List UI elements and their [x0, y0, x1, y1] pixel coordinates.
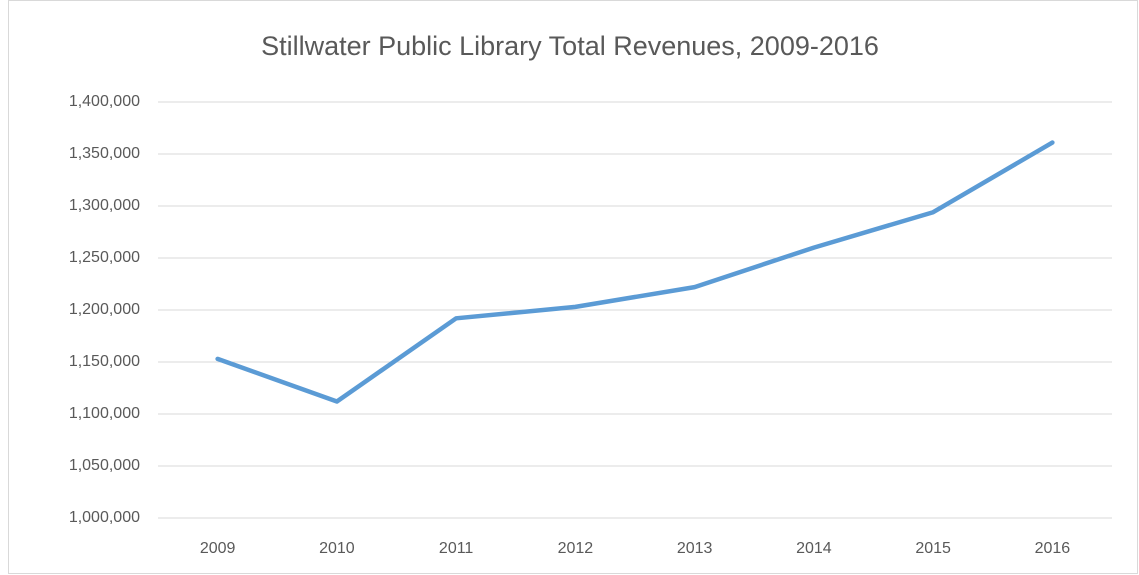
x-tick-label: 2009 [200, 540, 236, 557]
x-tick-label: 2015 [915, 540, 951, 557]
x-tick-label: 2016 [1035, 540, 1071, 557]
y-tick-label: 1,300,000 [69, 197, 140, 214]
x-tick-label: 2014 [796, 540, 832, 557]
line-series [215, 140, 1055, 404]
x-tick-label: 2013 [677, 540, 713, 557]
x-tick-label: 2012 [558, 540, 594, 557]
y-tick-label: 1,200,000 [69, 301, 140, 318]
y-tick-label: 1,050,000 [69, 457, 140, 474]
y-tick-label: 1,100,000 [69, 405, 140, 422]
x-tick-label: 2011 [439, 540, 474, 557]
y-tick-label: 1,000,000 [69, 509, 140, 526]
chart-title: Stillwater Public Library Total Revenues… [261, 31, 879, 61]
x-tick-label: 2010 [319, 540, 355, 557]
y-tick-label: 1,350,000 [69, 145, 140, 162]
y-tick-label: 1,150,000 [69, 353, 140, 370]
y-tick-label: 1,400,000 [69, 93, 140, 110]
y-tick-label: 1,250,000 [69, 249, 140, 266]
chart-border [8, 0, 1138, 574]
